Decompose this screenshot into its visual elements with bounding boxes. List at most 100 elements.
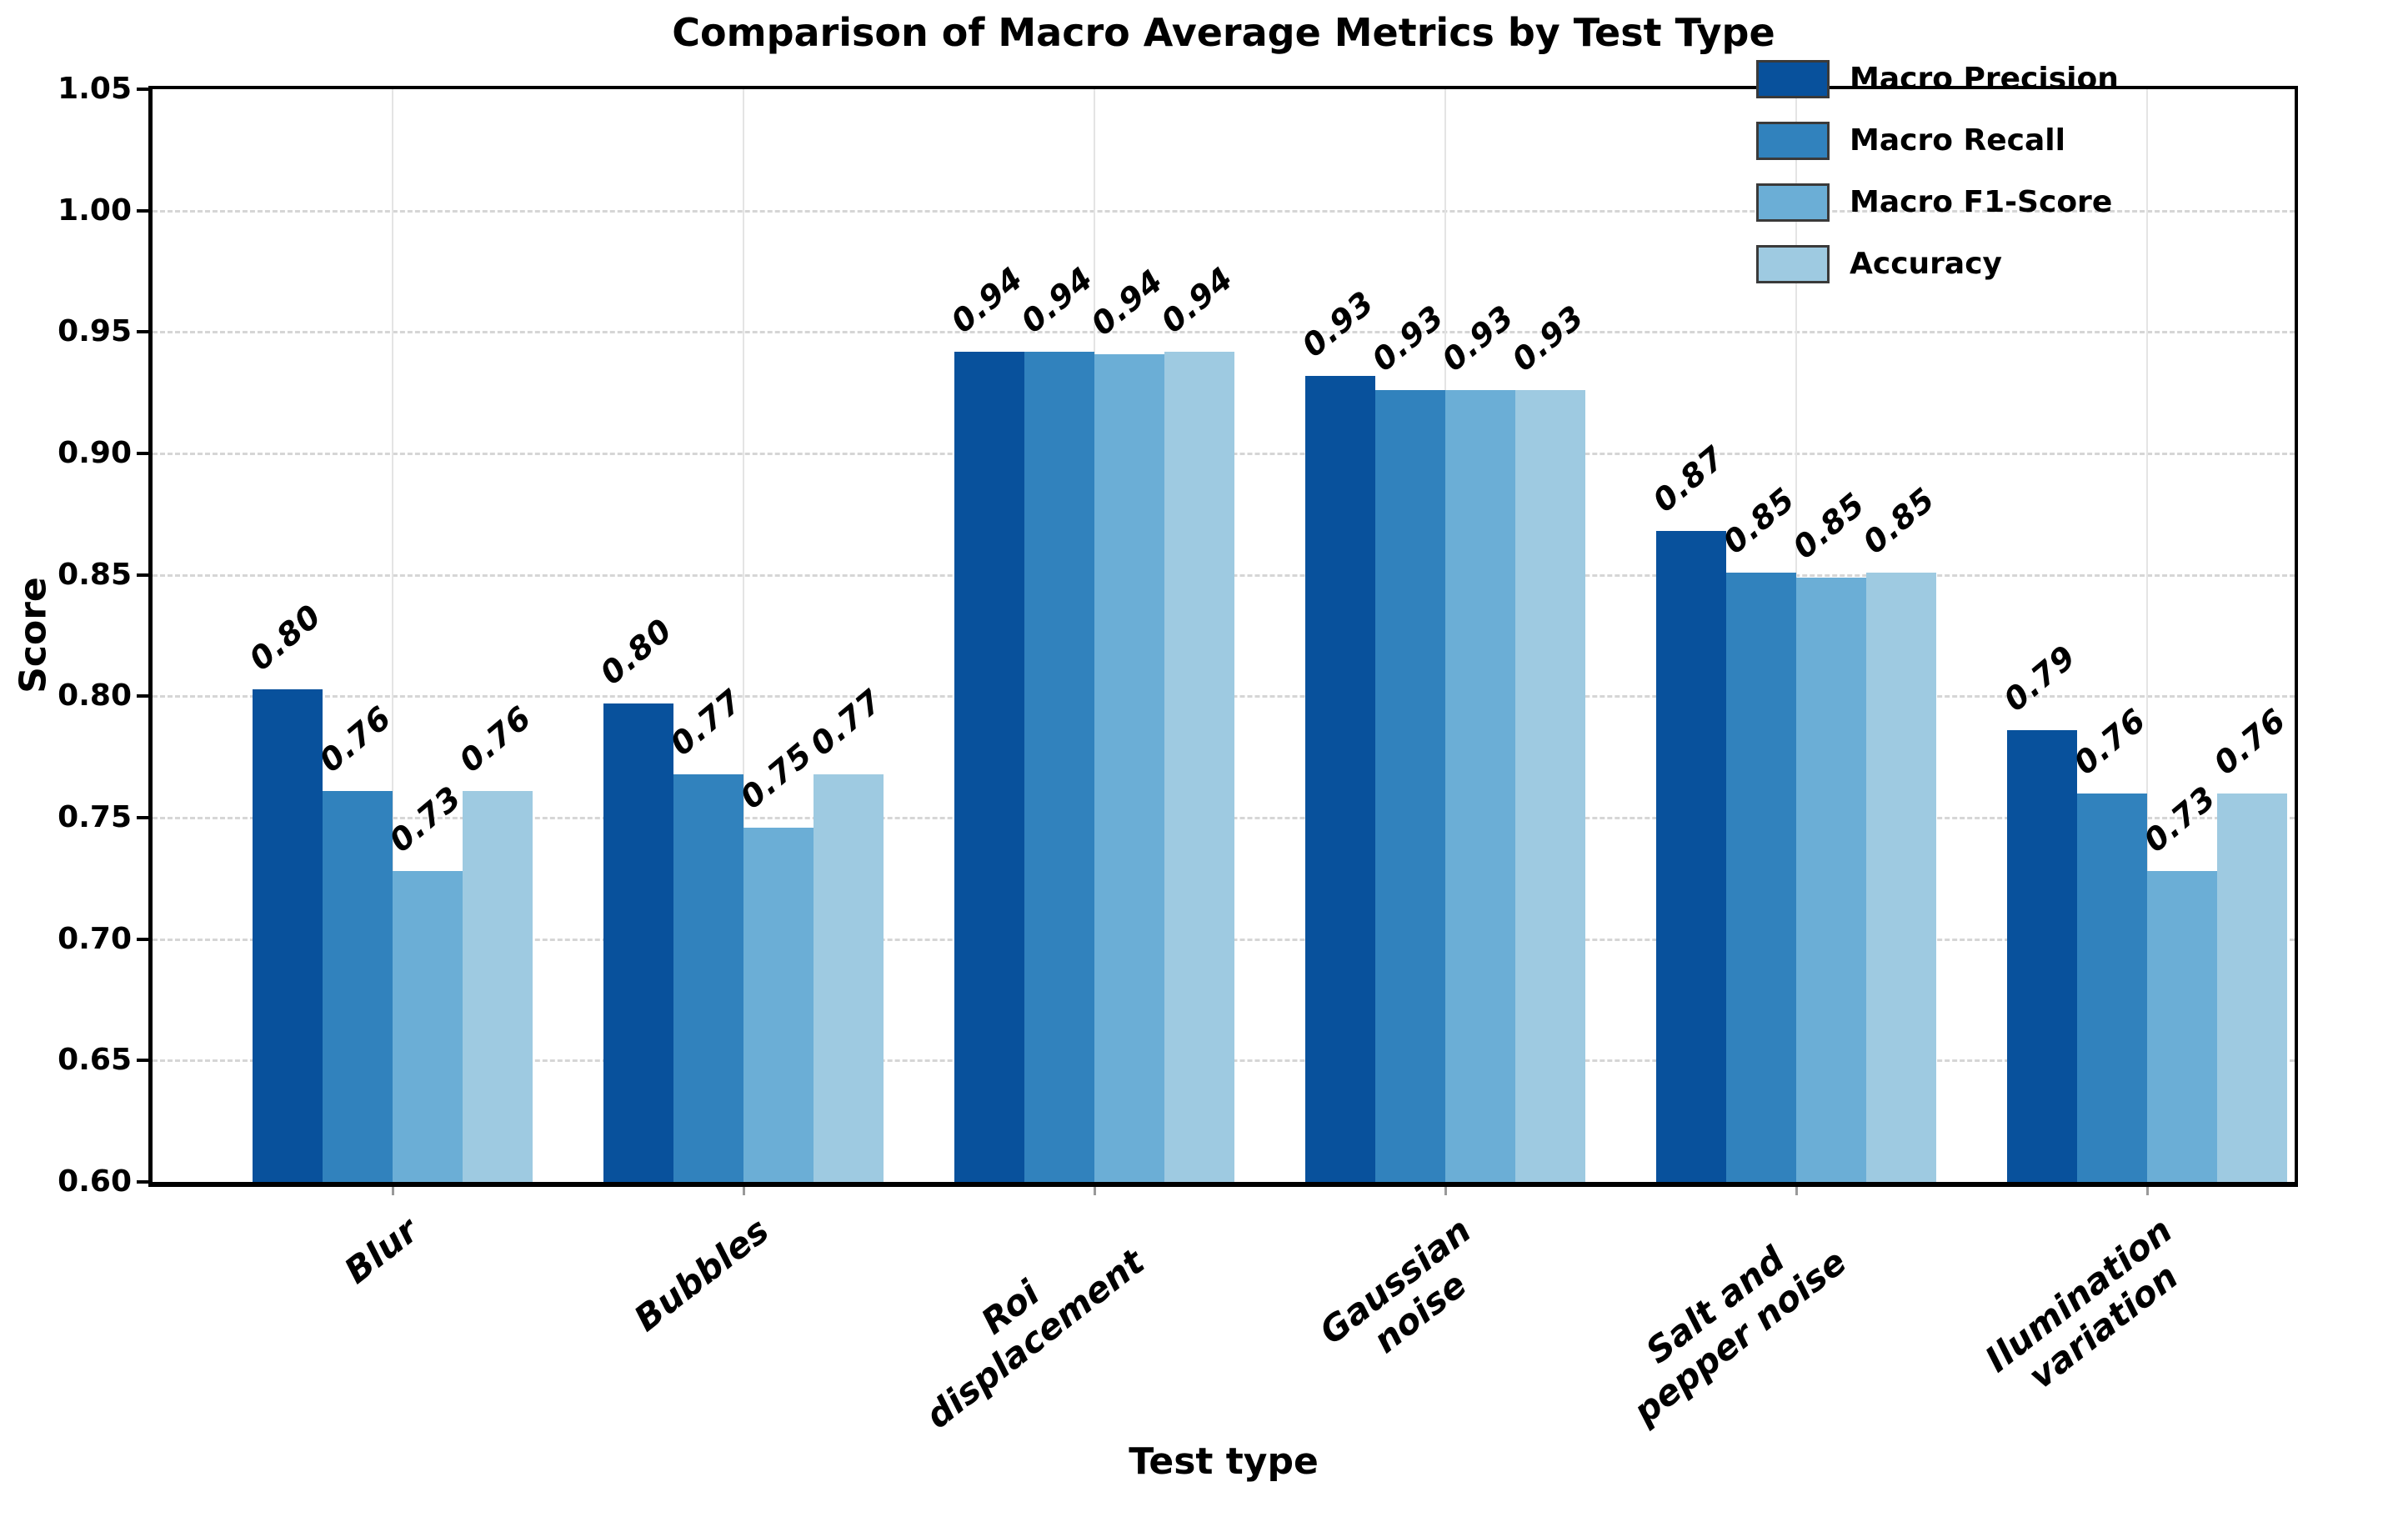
bar-macro-recall-group3 [1375, 390, 1445, 1182]
y-axis-title: Score [12, 577, 55, 693]
bar-value-label: 0.76 [2206, 701, 2293, 782]
x-tick-label: Blur [336, 1209, 426, 1292]
y-tick-label: 0.60 [58, 1164, 132, 1199]
bar-value-label: 0.94 [1154, 259, 1240, 340]
legend-label: Macro Precision [1850, 62, 2119, 96]
x-tick-label: Gaussian noise [1312, 1209, 1503, 1384]
bar-value-label: 0.76 [2066, 701, 2153, 782]
legend-swatch-accuracy [1756, 245, 1830, 283]
y-tick-mark [137, 1059, 148, 1063]
x-tick-mark [743, 1187, 745, 1195]
y-tick-label: 0.65 [58, 1043, 132, 1078]
bar-value-label: 0.94 [944, 259, 1030, 340]
gridline-horizontal [153, 209, 2295, 213]
y-tick-mark [137, 937, 148, 941]
y-tick-label: 0.90 [58, 436, 132, 470]
bar-macro-f1-score-group3 [1445, 390, 1515, 1182]
legend-swatch-macro-precision [1756, 60, 1830, 98]
bar-macro-f1-score-group0 [393, 871, 463, 1182]
bar-value-label: 0.85 [1715, 480, 1802, 561]
legend-swatch-macro-f1-score [1756, 183, 1830, 222]
legend-item-macro-f1-score: Macro F1-Score [1756, 183, 2119, 222]
legend: Macro Precision Macro Recall Macro F1-Sc… [1756, 60, 2119, 307]
legend-item-macro-recall: Macro Recall [1756, 122, 2119, 160]
bar-value-label: 0.87 [1645, 438, 1732, 520]
bar-macro-recall-group2 [1024, 351, 1094, 1182]
y-tick-label: 0.95 [58, 314, 132, 349]
plot-area: 0.80 0.80 0.94 0.93 0.87 0.79 0.76 0.77 0.94 0.93… [153, 89, 2295, 1182]
y-tick-label: 0.85 [58, 557, 132, 592]
x-tick-label-line: Bubbles [626, 1209, 777, 1339]
bar-value-label: 0.94 [1084, 262, 1170, 343]
bar-macro-recall-group4 [1726, 572, 1796, 1182]
gridline-vertical [2146, 89, 2148, 1182]
bar-macro-recall-group1 [673, 774, 743, 1182]
bar-macro-f1-score-group4 [1796, 577, 1866, 1182]
gridline-vertical [743, 89, 744, 1182]
x-tick-label: Salt and pepper noise [1601, 1210, 1854, 1432]
bar-value-label: 0.75 [733, 735, 819, 816]
x-tick-mark [392, 1187, 394, 1195]
y-tick-mark [137, 816, 148, 819]
bar-value-label: 0.76 [312, 698, 398, 779]
bar-value-label: 0.79 [1996, 638, 2083, 719]
bar-value-label: 0.93 [1504, 298, 1591, 379]
bar-value-label: 0.77 [663, 682, 749, 763]
x-tick-label: Bubbles [626, 1209, 777, 1339]
bar-value-label: 0.76 [452, 698, 538, 779]
bar-accuracy-group0 [463, 790, 533, 1182]
x-axis-title: Test type [1129, 1440, 1319, 1483]
chart-title: Comparison of Macro Average Metrics by T… [672, 10, 1775, 55]
legend-item-macro-precision: Macro Precision [1756, 60, 2119, 98]
y-tick-mark [137, 1180, 148, 1184]
bar-value-label: 0.80 [593, 611, 679, 693]
legend-label: Macro F1-Score [1850, 185, 2113, 219]
y-tick-mark [137, 330, 148, 334]
bar-value-label: 0.94 [1014, 259, 1100, 340]
bar-value-label: 0.80 [242, 597, 328, 678]
bar-accuracy-group4 [1866, 572, 1936, 1182]
x-tick-mark [1795, 1187, 1798, 1195]
x-tick-mark [1444, 1187, 1447, 1195]
x-tick-label: Ilumination variation [1978, 1209, 2205, 1411]
bar-macro-f1-score-group5 [2147, 871, 2217, 1182]
bar-macro-recall-group5 [2077, 793, 2147, 1182]
y-tick-label: 0.70 [58, 921, 132, 956]
bar-value-label: 0.85 [1785, 485, 1872, 566]
y-tick-mark [137, 452, 148, 455]
y-tick-mark [137, 208, 148, 213]
bar-accuracy-group3 [1515, 390, 1585, 1182]
bar-accuracy-group2 [1164, 351, 1234, 1182]
y-tick-label: 0.75 [58, 800, 132, 834]
x-tick-label: Roi displacement [894, 1210, 1152, 1436]
gridline-vertical [392, 89, 393, 1182]
bar-macro-precision-group1 [603, 703, 673, 1182]
bar-accuracy-group1 [814, 774, 884, 1182]
y-tick-mark [137, 88, 148, 91]
y-tick-label: 1.00 [58, 193, 132, 228]
bar-value-label: 0.77 [803, 682, 889, 763]
bar-accuracy-group5 [2217, 793, 2287, 1182]
legend-item-accuracy: Accuracy [1756, 245, 2119, 283]
x-tick-mark [2146, 1187, 2149, 1195]
legend-label: Macro Recall [1850, 123, 2065, 158]
gridline-horizontal [153, 331, 2295, 334]
bar-macro-precision-group0 [253, 688, 323, 1182]
y-tick-label: 0.80 [58, 678, 132, 713]
y-tick-label: 1.05 [58, 72, 132, 106]
x-tick-mark [1094, 1187, 1096, 1195]
x-tick-label-line: Blur [336, 1209, 426, 1292]
bar-macro-f1-score-group2 [1094, 353, 1164, 1182]
legend-swatch-macro-recall [1756, 122, 1830, 160]
bar-macro-precision-group3 [1305, 375, 1375, 1182]
bar-macro-precision-group2 [954, 351, 1024, 1182]
bar-macro-recall-group0 [323, 790, 393, 1182]
bar-macro-precision-group5 [2007, 730, 2077, 1182]
bar-macro-f1-score-group1 [743, 827, 814, 1182]
bar-value-label: 0.85 [1855, 480, 1942, 561]
y-tick-mark [137, 573, 148, 577]
y-tick-mark [137, 694, 148, 698]
bar-value-label: 0.93 [1434, 298, 1521, 379]
legend-label: Accuracy [1850, 247, 2003, 281]
